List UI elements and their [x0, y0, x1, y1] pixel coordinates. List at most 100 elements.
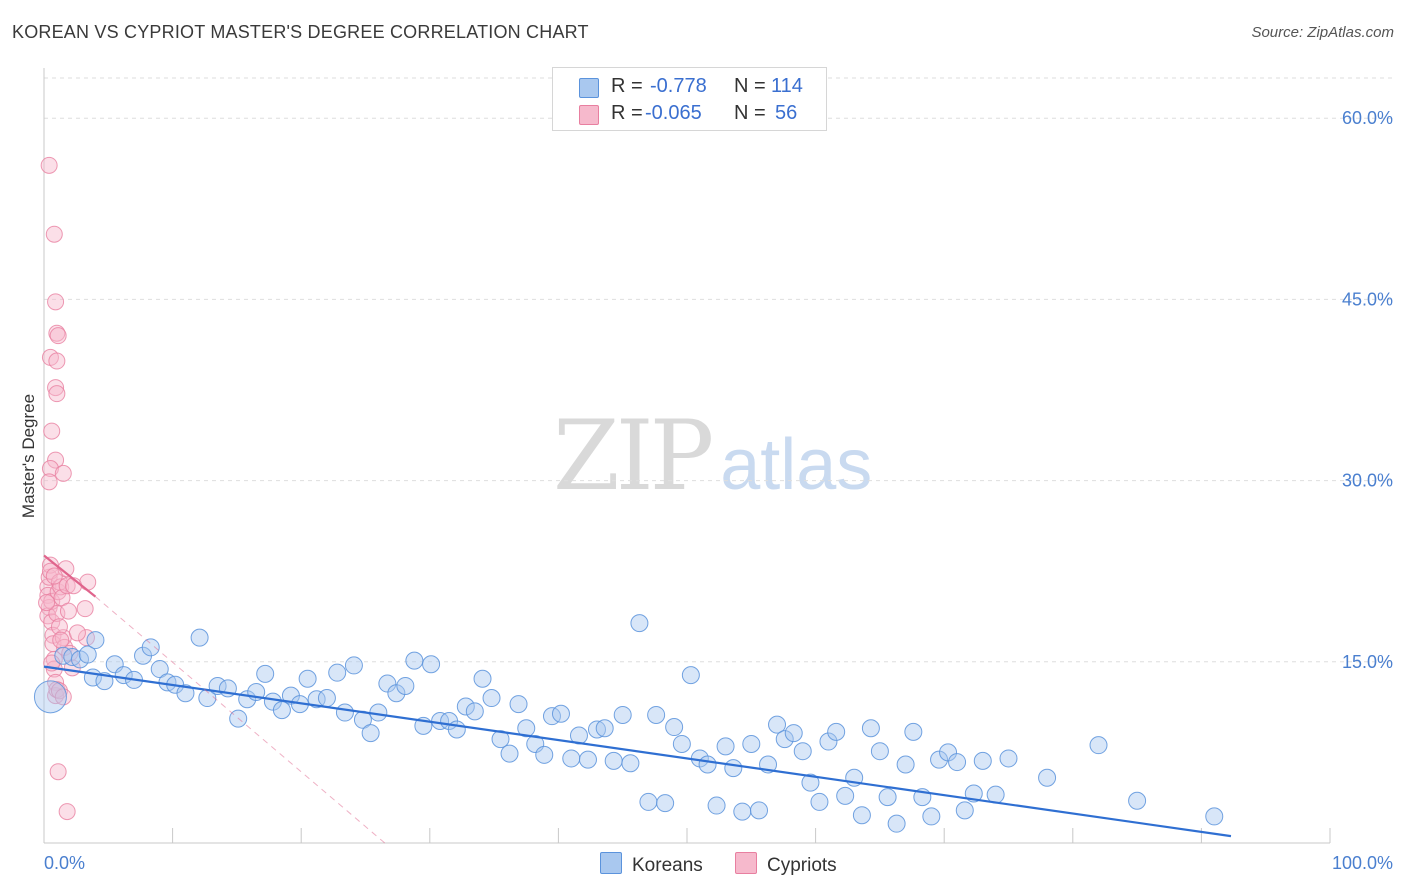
cypriot-point	[54, 688, 72, 706]
cypriots-swatch	[735, 852, 757, 874]
korean-point	[447, 720, 466, 739]
stats-legend: R = -0.778 N = 114 R = -0.065 N = 56	[552, 67, 827, 131]
korean-point	[86, 631, 105, 650]
korean-point	[896, 755, 915, 774]
korean-point	[422, 655, 441, 674]
korean-point	[141, 638, 160, 657]
korean-point	[878, 788, 897, 807]
legend-n-value: 114	[771, 75, 803, 97]
trend-lines	[43, 554, 1232, 844]
korean-point	[1128, 791, 1147, 810]
korean-point	[801, 773, 820, 792]
cypriot-point	[58, 803, 76, 821]
cypriot-point	[45, 225, 63, 243]
korean-point	[387, 684, 406, 703]
axes	[43, 68, 1331, 844]
korean-point	[595, 719, 614, 738]
cypriot-point	[40, 156, 58, 174]
legend-r-value: -0.778	[650, 75, 707, 97]
cypriot-point	[48, 352, 66, 370]
korean-point	[317, 689, 336, 708]
korean-point	[328, 663, 347, 682]
x-tick-label-max: 100.0%	[1332, 853, 1393, 873]
korean-point	[150, 660, 169, 679]
korean-point	[578, 750, 597, 769]
cypriot-point	[45, 567, 63, 585]
legend-swatch-cypriots	[579, 105, 599, 125]
korean-point	[922, 807, 941, 826]
cypriot-point	[58, 577, 76, 595]
korean-point	[810, 792, 829, 811]
legend-swatch-koreans	[579, 78, 599, 98]
korean-point	[775, 730, 794, 749]
koreans-swatch	[600, 852, 622, 874]
cypriot-point	[47, 673, 65, 691]
cypriot-point	[47, 451, 65, 469]
korean-point	[784, 724, 803, 743]
tick-labels: 15.0% 30.0% 45.0% 60.0% 0.0% 100.0%	[44, 108, 1393, 873]
cypriot-point	[59, 602, 77, 620]
korean-point	[768, 715, 787, 734]
cypriot-point	[49, 327, 67, 345]
korean-point	[999, 749, 1018, 768]
cypriots-trend-line	[43, 554, 97, 598]
y-tick-label: 30.0%	[1342, 471, 1393, 491]
watermark-atlas: atlas	[720, 425, 873, 505]
korean-point	[562, 749, 581, 768]
cypriot-point	[52, 578, 70, 596]
koreans-trend-line	[43, 665, 1232, 838]
korean-point	[1205, 807, 1224, 826]
koreans-label: Koreans	[632, 855, 703, 876]
legend-n-label: N =	[734, 75, 766, 97]
korean-point	[716, 737, 735, 756]
korean-point	[827, 722, 846, 741]
cypriot-point	[49, 763, 67, 781]
cypriot-point	[40, 473, 58, 491]
korean-point	[973, 751, 992, 770]
chart-source: Source: ZipAtlas.com	[1251, 24, 1394, 41]
korean-point	[456, 697, 475, 716]
korean-point	[681, 666, 700, 685]
korean-point	[724, 759, 743, 778]
korean-point	[870, 742, 889, 761]
cypriot-point	[54, 464, 72, 482]
korean-point	[587, 720, 606, 739]
korean-point	[405, 651, 424, 670]
korean-point	[930, 750, 949, 769]
korean-point	[361, 724, 380, 743]
legend-r-value: -0.065	[645, 102, 702, 124]
cypriot-point	[43, 422, 61, 440]
korean-point	[742, 734, 761, 753]
gridlines	[44, 77, 1392, 663]
bottom-legend-koreans: Koreans	[600, 852, 703, 877]
korean-point	[509, 695, 528, 714]
korean-point	[887, 814, 906, 833]
watermark-zip: ZIP	[553, 400, 714, 512]
y-tick-label: 45.0%	[1342, 289, 1393, 309]
korean-point	[1038, 768, 1057, 787]
korean-point	[665, 718, 684, 737]
korean-point	[707, 796, 726, 815]
cypriots-points	[38, 156, 97, 821]
korean-point	[517, 719, 536, 738]
korean-point	[639, 792, 658, 811]
korean-point	[335, 703, 354, 722]
korean-point	[396, 676, 415, 695]
korean-point	[378, 674, 397, 693]
korean-point	[904, 722, 923, 741]
korean-point	[836, 786, 855, 805]
korean-point	[344, 656, 363, 675]
korean-point	[733, 802, 752, 821]
korean-point	[613, 705, 632, 724]
korean-point	[272, 701, 291, 720]
korean-point	[500, 744, 519, 763]
koreans-points	[33, 614, 1224, 833]
korean-point	[621, 754, 640, 773]
watermark: ZIP atlas	[553, 400, 872, 512]
korean-point	[819, 732, 838, 751]
cypriot-point	[47, 379, 65, 397]
cypriot-point	[41, 460, 59, 478]
cypriots-trend-extension	[95, 596, 386, 844]
y-tick-label: 15.0%	[1342, 652, 1393, 672]
